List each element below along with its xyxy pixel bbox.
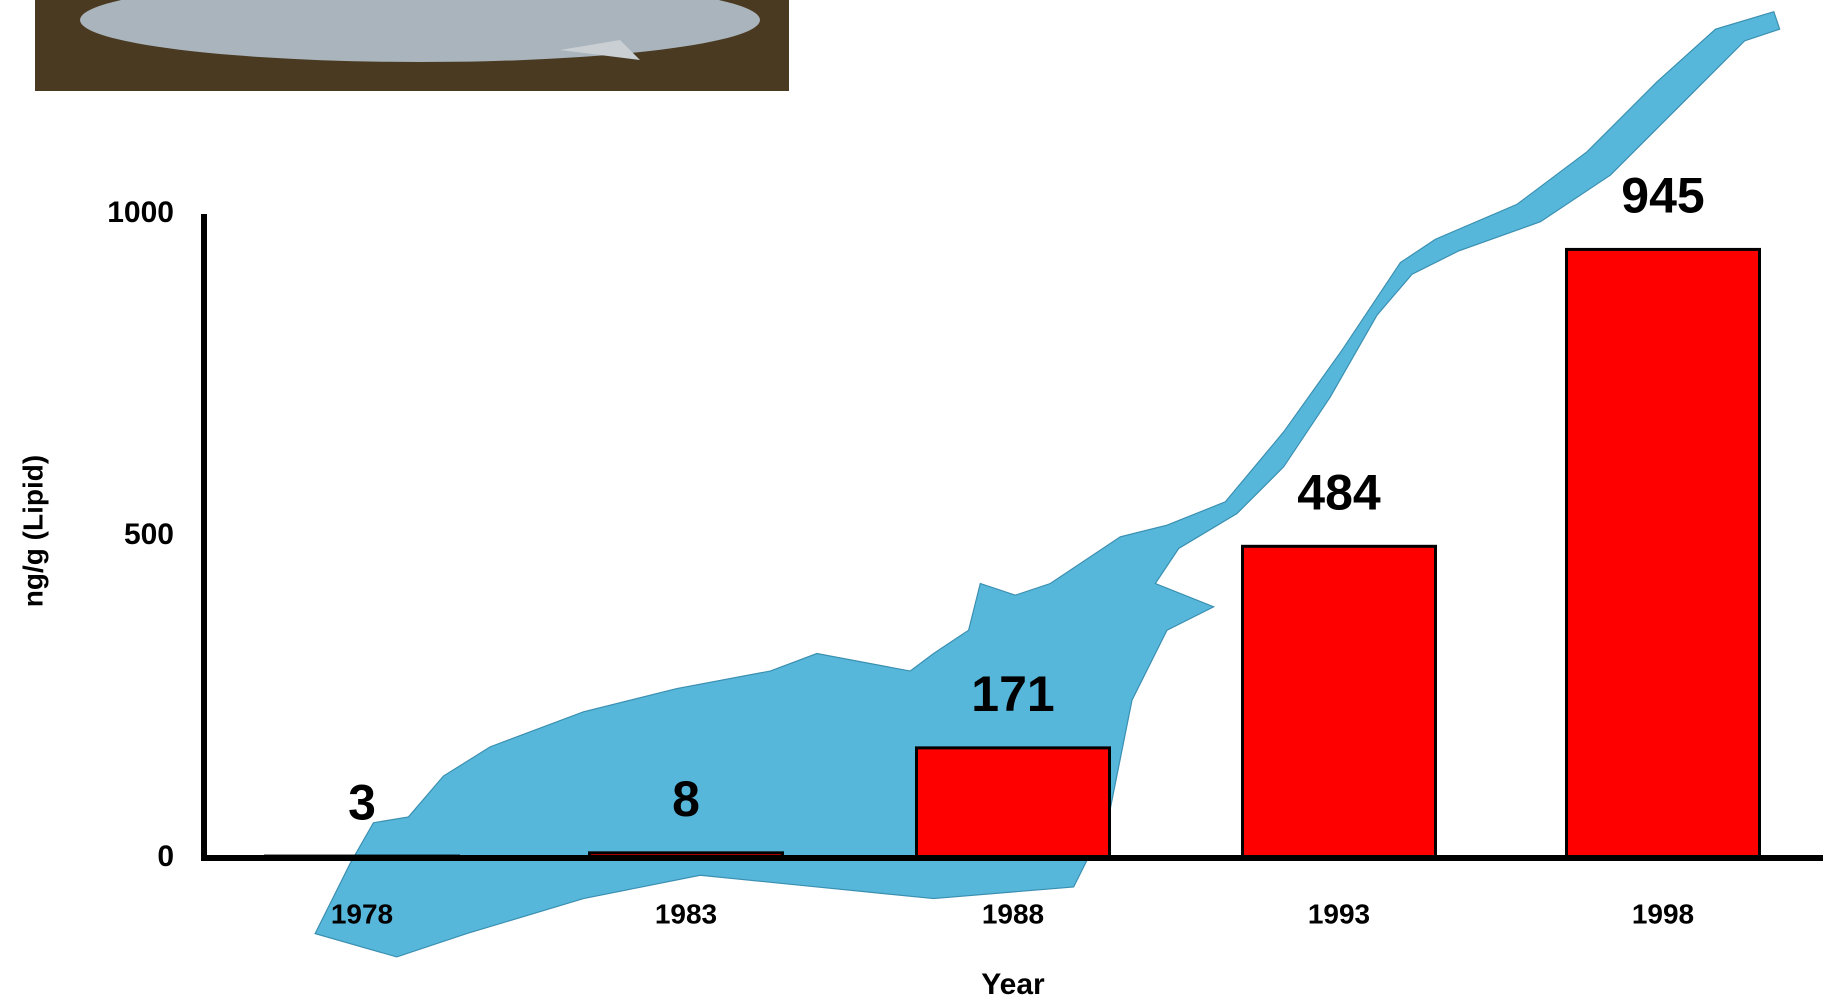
value-label: 945 <box>1621 168 1704 224</box>
x-tick-label: 1983 <box>655 898 717 929</box>
lake-map <box>314 10 1781 958</box>
bar <box>1565 247 1761 860</box>
x-tick-label: 1978 <box>331 898 393 929</box>
y-tick-label: 1000 <box>107 196 174 229</box>
bar <box>1241 544 1437 860</box>
value-label: 3 <box>348 774 376 830</box>
x-axis-label: Year <box>981 968 1045 1001</box>
value-label: 171 <box>971 666 1054 722</box>
value-label: 8 <box>672 771 700 827</box>
bar <box>915 746 1111 860</box>
value-label: 484 <box>1297 465 1381 521</box>
fish-photo <box>35 0 789 91</box>
y-tick-label: 500 <box>124 518 174 551</box>
x-tick-label: 1988 <box>982 898 1044 929</box>
y-axis-label: ng/g (Lipid) <box>17 455 48 607</box>
x-tick-label: 1998 <box>1632 898 1694 929</box>
x-tick-label: 1993 <box>1308 898 1370 929</box>
y-tick-label: 0 <box>157 840 174 873</box>
